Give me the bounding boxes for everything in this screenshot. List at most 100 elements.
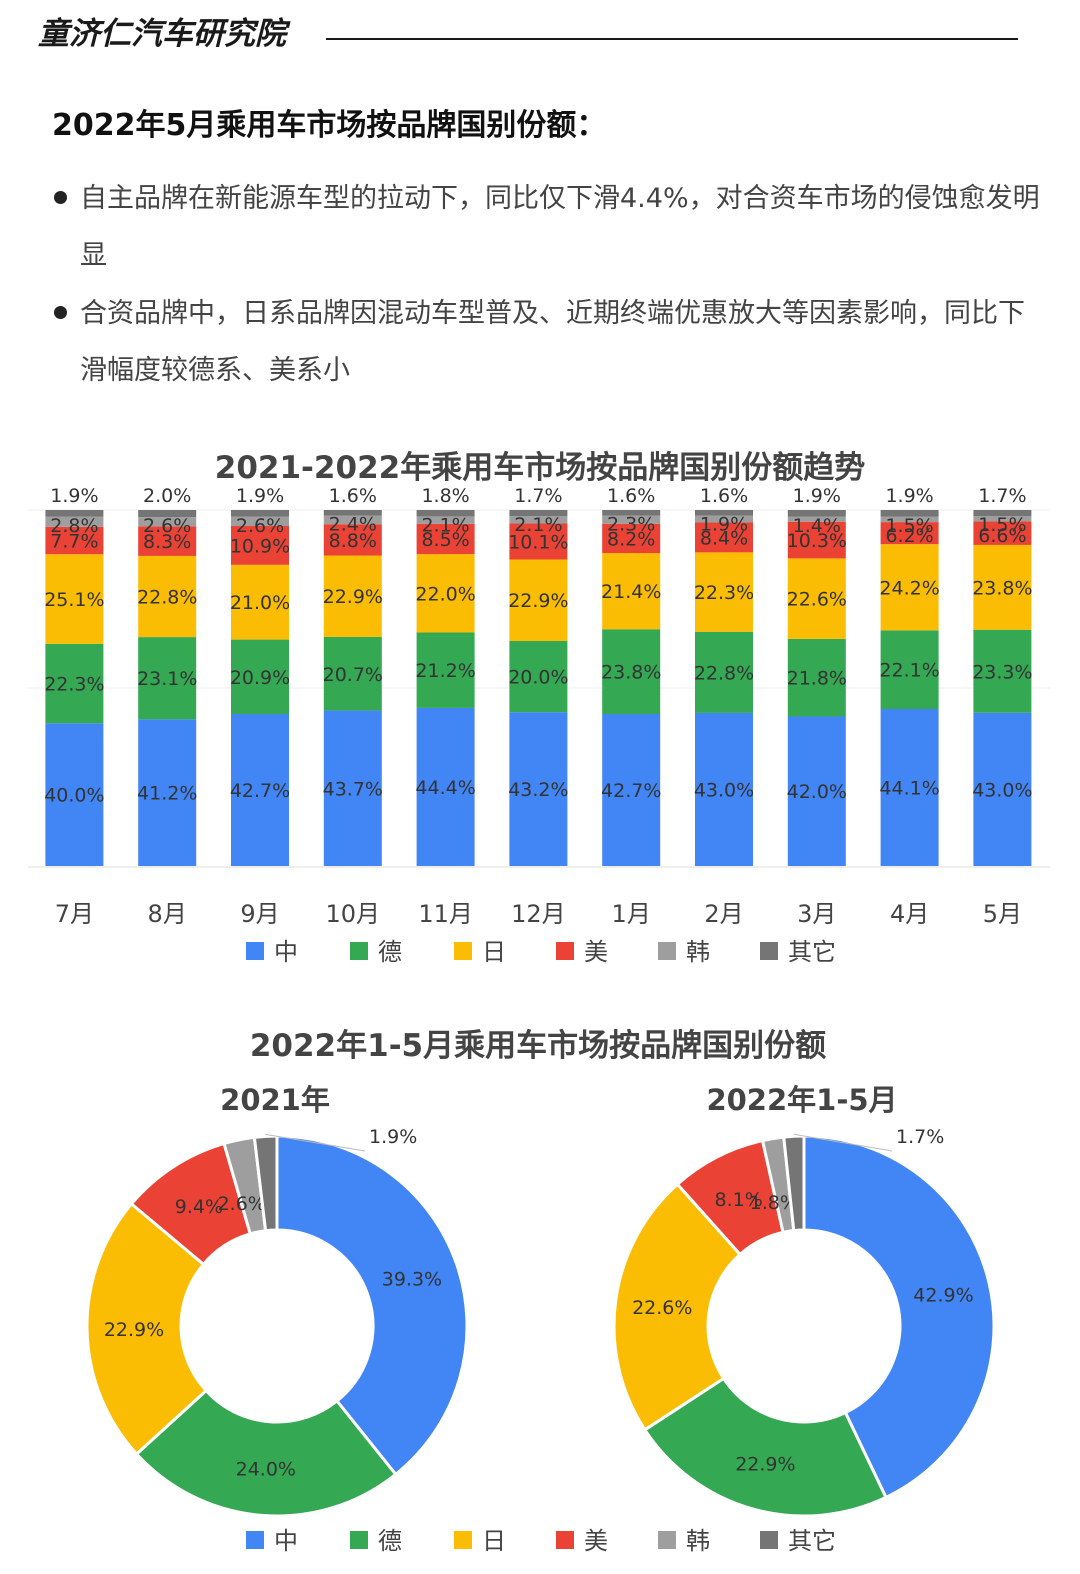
- data-label: 2.4%: [329, 514, 377, 536]
- bar-segment: [45, 526, 104, 555]
- x-tick-label: 1月: [612, 900, 651, 928]
- data-label: 9.4%: [175, 1196, 223, 1218]
- bar-segment: [323, 524, 382, 556]
- data-label: 43.7%: [323, 778, 383, 800]
- data-label: 1.9%: [369, 1126, 417, 1148]
- bar-segment: [416, 510, 475, 517]
- data-label: 22.1%: [879, 660, 939, 682]
- legend-label: 中: [274, 1527, 298, 1555]
- bar-segment: [231, 526, 289, 565]
- data-label: 1.9%: [793, 485, 841, 507]
- bar-segment: [880, 522, 939, 545]
- data-label: 2.6%: [236, 515, 284, 537]
- bar-segment: [323, 555, 382, 637]
- legend-label: 日: [482, 1527, 506, 1555]
- x-tick-label: 12月: [511, 900, 566, 928]
- x-tick-label: 11月: [418, 900, 473, 928]
- subchart-title: 2021年: [220, 1083, 330, 1117]
- legend-swatch: [658, 1531, 676, 1549]
- data-label: 22.3%: [694, 582, 754, 604]
- legend-label: 其它: [788, 938, 836, 966]
- bar-segment: [45, 516, 104, 527]
- stacked-bar-chart: 2021-2022年乘用车市场按品牌国别份额趋势 40.0% 22.3% 25.1% 7…: [28, 450, 1050, 966]
- x-tick-label: 2月: [704, 900, 743, 928]
- data-label: 42.7%: [601, 780, 661, 802]
- legend-swatch: [454, 942, 472, 960]
- data-label: 24.0%: [236, 1459, 296, 1481]
- data-label: 22.9%: [104, 1319, 164, 1341]
- bar-segment: [880, 510, 939, 517]
- bar-segment: [787, 716, 846, 866]
- leader-line: [793, 1133, 893, 1152]
- data-label: 1.7%: [978, 485, 1026, 507]
- legend-label: 日: [482, 938, 506, 966]
- donut-slice: [642, 1376, 888, 1518]
- data-label: 7.7%: [50, 530, 98, 552]
- bar-segment: [787, 638, 846, 717]
- bar-segment: [45, 723, 104, 866]
- chart-title: 2022年1-5月乘用车市场按品牌国别份额: [250, 1028, 826, 1064]
- data-label: 21.0%: [230, 592, 290, 614]
- bar-segment: [509, 523, 568, 560]
- bar-segment: [695, 631, 753, 713]
- bar-segment: [323, 510, 382, 516]
- donut-slice: [275, 1134, 469, 1477]
- donut-charts: 2022年1-5月乘用车市场按品牌国别份额 2021年 39.3% 24.0% 22.9…: [85, 1028, 996, 1555]
- bullet-item: 合资品牌中，日系品牌因混动车型普及、近期终端优惠放大等因素影响，同比下滑幅度较德…: [50, 285, 1040, 399]
- bar-segment: [509, 510, 568, 517]
- data-label: 43.0%: [694, 779, 754, 801]
- bar-segment: [509, 641, 568, 713]
- data-label: 6.6%: [978, 525, 1026, 547]
- leader-line: [265, 1133, 366, 1152]
- bar-segment: [509, 516, 568, 524]
- bar-segment: [695, 510, 753, 516]
- x-tick-label: 10月: [326, 900, 381, 928]
- data-label: 8.1%: [715, 1189, 763, 1211]
- data-label: 23.1%: [137, 668, 197, 690]
- donut-slice: [252, 1134, 279, 1233]
- bar-segment: [880, 516, 939, 523]
- data-label: 2.1%: [514, 514, 562, 536]
- bar-segment: [973, 521, 1032, 545]
- data-label: 1.8%: [421, 485, 469, 507]
- bar-segment: [787, 510, 846, 517]
- bar-segment: [231, 516, 289, 527]
- x-tick-label: 5月: [983, 900, 1022, 928]
- data-label: 1.9%: [236, 485, 284, 507]
- legend-label: 韩: [686, 938, 710, 966]
- donut-slice: [802, 1134, 996, 1500]
- bullet-list: 自主品牌在新能源车型的拉动下，同比仅下滑4.4%，对合资车市场的侵蚀愈发明显 合…: [50, 170, 1040, 400]
- data-label: 43.0%: [972, 779, 1032, 801]
- bullet-item: 自主品牌在新能源车型的拉动下，同比仅下滑4.4%，对合资车市场的侵蚀愈发明显: [50, 170, 1040, 284]
- data-label: 23.8%: [972, 577, 1032, 599]
- page-header: 童济仁汽车研究院: [38, 8, 1018, 52]
- x-tick-label: 8月: [148, 900, 187, 928]
- page-title: 2022年5月乘用车市场按品牌国别份额：: [52, 108, 607, 143]
- data-label: 1.9%: [50, 485, 98, 507]
- legend-swatch: [658, 942, 676, 960]
- legend-swatch: [556, 1531, 574, 1549]
- data-label: 22.0%: [415, 583, 475, 605]
- data-label: 39.3%: [382, 1269, 442, 1291]
- legend-swatch: [246, 1531, 264, 1549]
- legend-swatch: [760, 1531, 778, 1549]
- data-label: 8.8%: [329, 530, 377, 552]
- data-label: 2.6%: [218, 1193, 266, 1215]
- bar-segment: [138, 510, 197, 518]
- data-label: 20.0%: [508, 667, 568, 689]
- data-label: 6.2%: [885, 525, 933, 547]
- data-label: 44.1%: [879, 778, 939, 800]
- bar-segment: [602, 629, 661, 714]
- data-label: 1.7%: [514, 485, 562, 507]
- chart-title: 2021-2022年乘用车市场按品牌国别份额趋势: [215, 450, 865, 486]
- bar-segment: [973, 510, 1032, 517]
- data-label: 23.8%: [601, 662, 661, 684]
- data-label: 1.8%: [750, 1192, 798, 1214]
- bar-segment: [323, 710, 382, 866]
- bar-segment: [973, 712, 1032, 866]
- legend-swatch: [454, 1531, 472, 1549]
- bar-segment: [509, 559, 568, 642]
- data-label: 1.9%: [885, 485, 933, 507]
- bar-segment: [323, 515, 382, 525]
- legend-label: 美: [584, 938, 608, 966]
